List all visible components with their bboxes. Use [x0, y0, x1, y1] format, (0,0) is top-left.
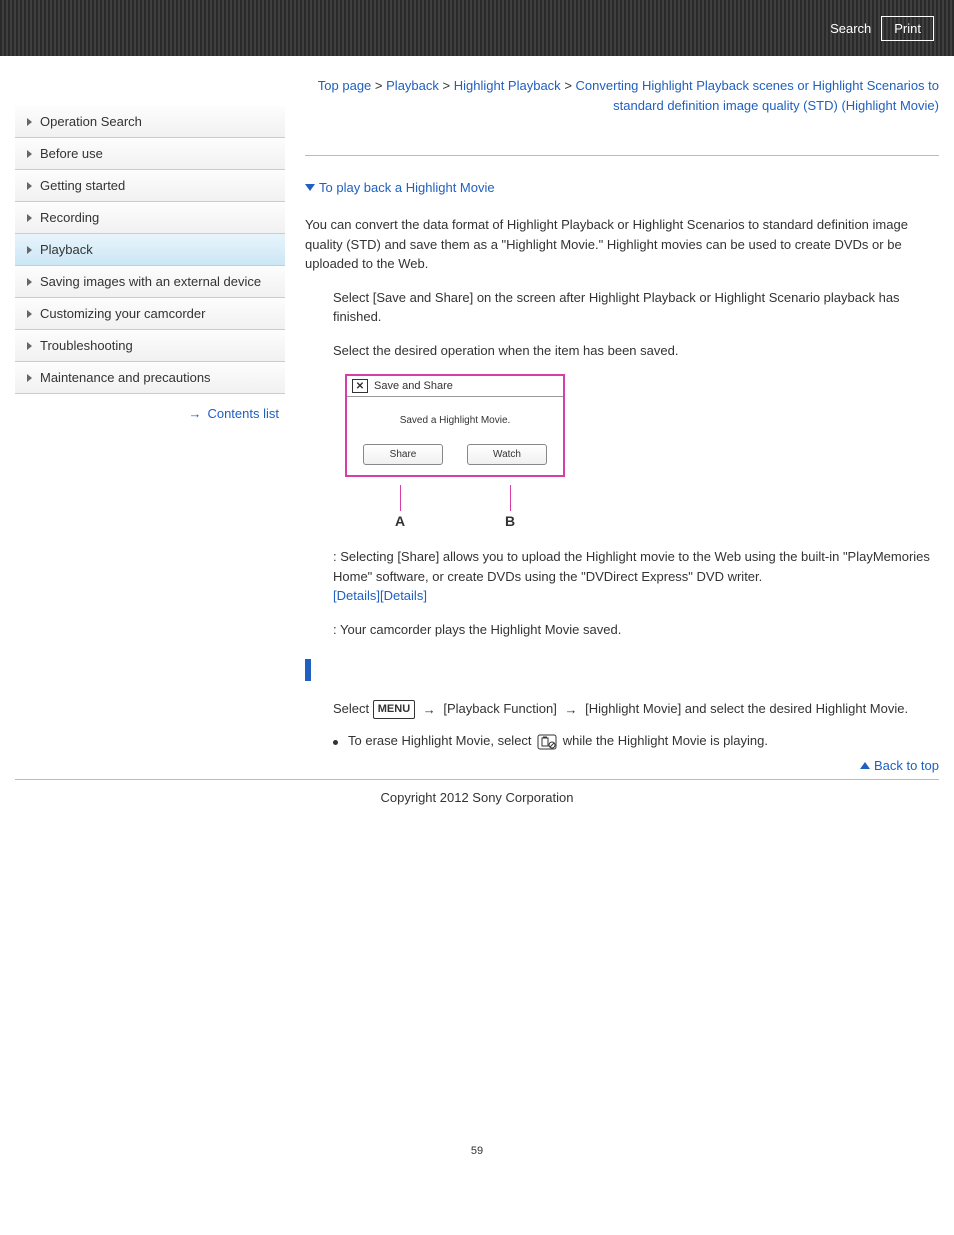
save-and-share-figure: ✕ Save and Share Saved a Highlight Movie…	[345, 374, 565, 477]
callout-b-label: B	[505, 513, 515, 529]
sidebar-item-label: Maintenance and precautions	[40, 370, 211, 385]
print-button[interactable]: Print	[881, 16, 934, 41]
description-b: : Your camcorder plays the Highlight Mov…	[333, 620, 939, 640]
footer-divider	[15, 779, 939, 780]
chevron-right-icon	[27, 310, 32, 318]
menu-icon: MENU	[373, 700, 415, 719]
breadcrumb: Top page > Playback > Highlight Playback…	[305, 76, 939, 115]
breadcrumb-playback[interactable]: Playback	[386, 78, 439, 93]
sidebar-item-label: Recording	[40, 210, 99, 225]
copyright-text: Copyright 2012 Sony Corporation	[0, 790, 954, 805]
breadcrumb-sep: >	[564, 78, 572, 93]
proc-select-text: Select	[333, 701, 373, 716]
chevron-up-icon	[860, 762, 870, 769]
figure-message: Saved a Highlight Movie.	[347, 397, 563, 444]
sidebar-item-customizing[interactable]: Customizing your camcorder	[15, 298, 285, 330]
arrow-right-icon: →	[188, 406, 201, 421]
back-to-top-label: Back to top	[874, 758, 939, 773]
description-a: : Selecting [Share] allows you to upload…	[333, 547, 939, 606]
back-to-top-link[interactable]: Back to top	[305, 758, 939, 773]
desc-a-text: : Selecting [Share] allows you to upload…	[333, 549, 930, 584]
divider	[305, 155, 939, 156]
header-bar: Search Print	[0, 0, 954, 56]
bullet-icon	[333, 740, 338, 745]
chevron-right-icon	[27, 182, 32, 190]
step-1-text: Select [Save and Share] on the screen af…	[333, 288, 939, 327]
erase-suffix: while the Highlight Movie is playing.	[563, 733, 768, 748]
breadcrumb-sep: >	[443, 78, 451, 93]
proc-playback-function: [Playback Function]	[443, 701, 560, 716]
breadcrumb-current[interactable]: Converting Highlight Playback scenes or …	[576, 78, 939, 113]
sidebar-item-saving-images[interactable]: Saving images with an external device	[15, 266, 285, 298]
step-2-text: Select the desired operation when the it…	[333, 341, 939, 361]
breadcrumb-highlight-playback[interactable]: Highlight Playback	[454, 78, 561, 93]
sidebar-item-label: Getting started	[40, 178, 125, 193]
chevron-right-icon	[27, 374, 32, 382]
chevron-right-icon	[27, 214, 32, 222]
chevron-down-icon	[305, 184, 315, 191]
chevron-right-icon	[27, 118, 32, 126]
proc-highlight-movie: [Highlight Movie] and select the desired…	[585, 701, 908, 716]
breadcrumb-top-page[interactable]: Top page	[318, 78, 372, 93]
details-link-2[interactable]: [Details]	[380, 588, 427, 603]
callout-line-icon	[510, 485, 511, 511]
close-icon: ✕	[352, 379, 368, 393]
sidebar-item-playback[interactable]: Playback	[15, 234, 285, 266]
jump-link-label: To play back a Highlight Movie	[319, 180, 495, 195]
contents-list-label: Contents list	[207, 406, 279, 421]
figure-callouts: A B	[345, 485, 565, 529]
sidebar: Operation Search Before use Getting star…	[15, 76, 285, 773]
page-number: 59	[0, 1145, 954, 1157]
sidebar-item-label: Troubleshooting	[40, 338, 133, 353]
delete-icon	[537, 734, 557, 750]
sidebar-item-getting-started[interactable]: Getting started	[15, 170, 285, 202]
sidebar-item-label: Operation Search	[40, 114, 142, 129]
figure-watch-button: Watch	[467, 444, 547, 465]
chevron-right-icon	[27, 342, 32, 350]
chevron-right-icon	[27, 150, 32, 158]
sidebar-item-before-use[interactable]: Before use	[15, 138, 285, 170]
contents-list-link[interactable]: → Contents list	[15, 394, 285, 433]
callout-a-label: A	[395, 513, 405, 529]
jump-link-play-back[interactable]: To play back a Highlight Movie	[305, 180, 939, 195]
arrow-right-icon: →	[564, 700, 577, 720]
callout-line-icon	[400, 485, 401, 511]
sidebar-item-label: Before use	[40, 146, 103, 161]
breadcrumb-sep: >	[375, 78, 383, 93]
sidebar-item-label: Saving images with an external device	[40, 274, 261, 289]
procedure-line: Select MENU → [Playback Function] → [Hig…	[333, 699, 939, 719]
arrow-right-icon: →	[423, 700, 436, 720]
sidebar-item-troubleshooting[interactable]: Troubleshooting	[15, 330, 285, 362]
figure-title: Save and Share	[374, 380, 453, 392]
section-marker-icon	[305, 659, 311, 681]
sidebar-item-recording[interactable]: Recording	[15, 202, 285, 234]
sidebar-item-label: Customizing your camcorder	[40, 306, 205, 321]
sidebar-item-maintenance[interactable]: Maintenance and precautions	[15, 362, 285, 394]
erase-prefix: To erase Highlight Movie, select	[348, 733, 535, 748]
details-link-1[interactable]: [Details]	[333, 588, 380, 603]
sidebar-item-operation-search[interactable]: Operation Search	[15, 106, 285, 138]
chevron-right-icon	[27, 246, 32, 254]
intro-paragraph: You can convert the data format of Highl…	[305, 215, 939, 274]
main-content: Top page > Playback > Highlight Playback…	[305, 76, 939, 773]
figure-share-button: Share	[363, 444, 443, 465]
chevron-right-icon	[27, 278, 32, 286]
erase-bullet-row: To erase Highlight Movie, select while t…	[333, 733, 939, 750]
search-link[interactable]: Search	[830, 21, 871, 36]
sidebar-item-label: Playback	[40, 242, 93, 257]
